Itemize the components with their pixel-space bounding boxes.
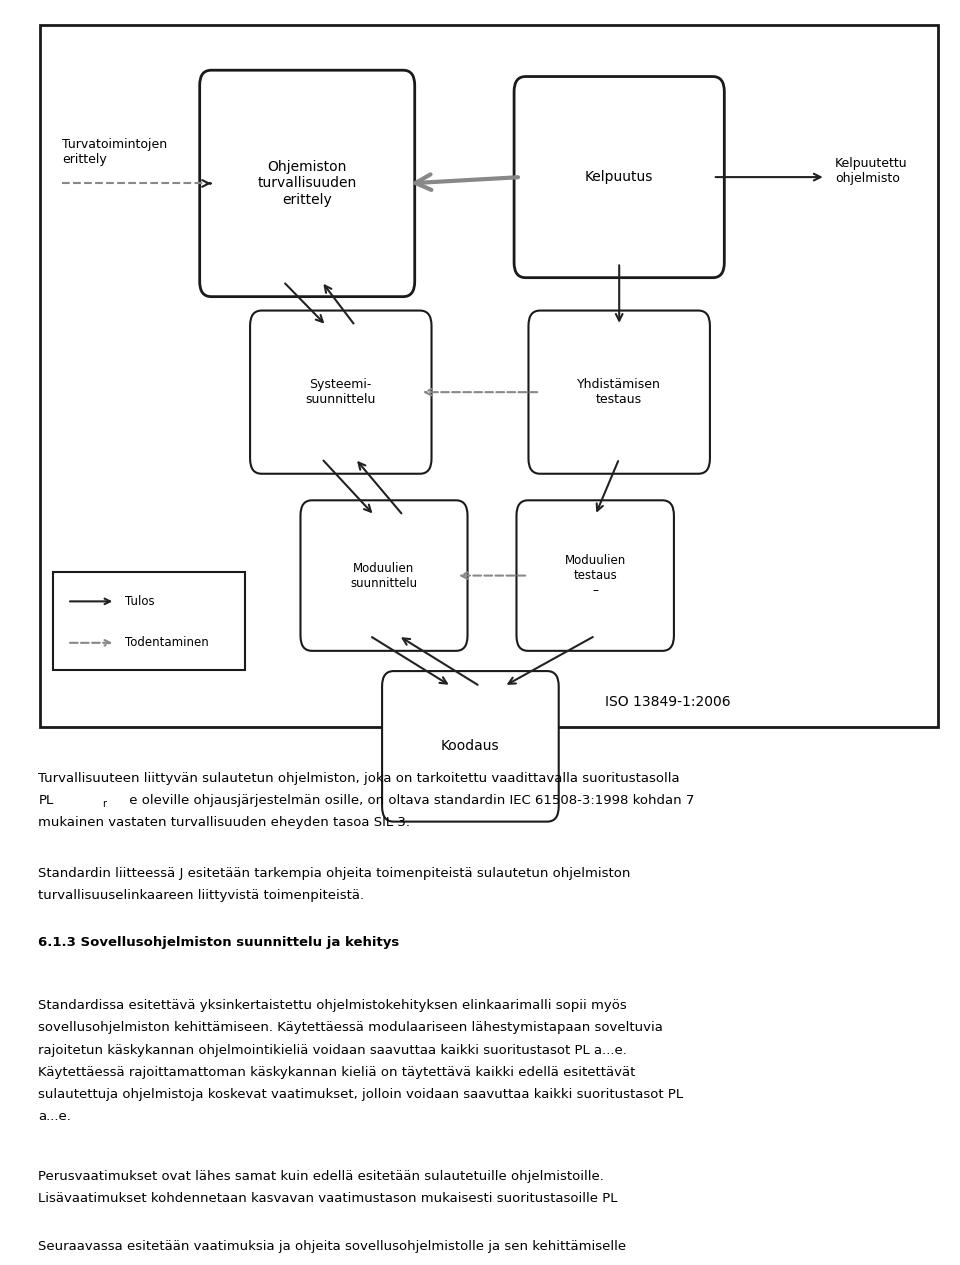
FancyBboxPatch shape xyxy=(300,500,468,650)
FancyBboxPatch shape xyxy=(528,311,710,474)
Text: Todentaminen: Todentaminen xyxy=(125,636,208,649)
Text: Tulos: Tulos xyxy=(125,595,155,608)
FancyBboxPatch shape xyxy=(40,25,938,727)
Text: Moduulien
testaus
–: Moduulien testaus – xyxy=(564,554,626,597)
Text: a...e.: a...e. xyxy=(38,1111,71,1123)
FancyBboxPatch shape xyxy=(382,670,559,822)
Text: PL: PL xyxy=(38,794,54,807)
Text: Moduulien
suunnittelu: Moduulien suunnittelu xyxy=(350,562,418,589)
Text: r: r xyxy=(102,799,106,808)
Text: Standardin liitteessä J esitetään tarkempia ohjeita toimenpiteistä sulautetun oh: Standardin liitteessä J esitetään tarkem… xyxy=(38,867,631,879)
FancyBboxPatch shape xyxy=(200,71,415,297)
Text: Käytettäessä rajoittamattoman käskykannan kieliä on täytettävä kaikki edellä esi: Käytettäessä rajoittamattoman käskykanna… xyxy=(38,1065,636,1079)
Text: Ohjemiston
turvallisuuden
erittely: Ohjemiston turvallisuuden erittely xyxy=(257,161,357,206)
FancyBboxPatch shape xyxy=(514,76,724,278)
Text: Lisävaatimukset kohdennetaan kasvavan vaatimustason mukaisesti suoritustasoille : Lisävaatimukset kohdennetaan kasvavan va… xyxy=(38,1192,618,1206)
Text: Yhdistämisen
testaus: Yhdistämisen testaus xyxy=(577,378,661,406)
FancyBboxPatch shape xyxy=(53,572,245,670)
Text: Seuraavassa esitetään vaatimuksia ja ohjeita sovellusohjelmistolle ja sen kehitt: Seuraavassa esitetään vaatimuksia ja ohj… xyxy=(38,1240,627,1252)
Text: Turvallisuuteen liittyvän sulautetun ohjelmiston, joka on tarkoitettu vaadittava: Turvallisuuteen liittyvän sulautetun ohj… xyxy=(38,772,680,784)
Text: Koodaus: Koodaus xyxy=(441,739,500,754)
Text: turvallisuuselinkaareen liittyvistä toimenpiteistä.: turvallisuuselinkaareen liittyvistä toim… xyxy=(38,888,365,902)
Text: mukainen vastaten turvallisuuden eheyden tasoa SIL 3.: mukainen vastaten turvallisuuden eheyden… xyxy=(38,816,411,829)
Text: sovellusohjelmiston kehittämiseen. Käytettäessä modulaariseen lähestymistapaan s: sovellusohjelmiston kehittämiseen. Käyte… xyxy=(38,1022,663,1035)
Text: ISO 13849-1:2006: ISO 13849-1:2006 xyxy=(605,694,731,710)
Text: Kelpuutettu
ohjelmisto: Kelpuutettu ohjelmisto xyxy=(835,157,908,185)
FancyBboxPatch shape xyxy=(250,311,431,474)
Text: Turvatoimintojen
erittely: Turvatoimintojen erittely xyxy=(62,138,168,166)
Text: rajoitetun käskykannan ohjelmointikieliä voidaan saavuttaa kaikki suoritustasot : rajoitetun käskykannan ohjelmointikieliä… xyxy=(38,1044,627,1056)
Text: sulautettuja ohjelmistoja koskevat vaatimukset, jolloin voidaan saavuttaa kaikki: sulautettuja ohjelmistoja koskevat vaati… xyxy=(38,1088,684,1101)
Text: Systeemi-
suunnittelu: Systeemi- suunnittelu xyxy=(305,378,376,406)
Text: Kelpuutus: Kelpuutus xyxy=(585,170,654,185)
Text: Standardissa esitettävä yksinkertaistettu ohjelmistokehityksen elinkaarimalli so: Standardissa esitettävä yksinkertaistett… xyxy=(38,999,627,1012)
Text: e oleville ohjausjärjestelmän osille, on oltava standardin IEC 61508-3:1998 kohd: e oleville ohjausjärjestelmän osille, on… xyxy=(125,794,695,807)
Text: Perusvaatimukset ovat lähes samat kuin edellä esitetään sulautetuille ohjelmisto: Perusvaatimukset ovat lähes samat kuin e… xyxy=(38,1170,604,1183)
FancyBboxPatch shape xyxy=(516,500,674,650)
Text: 6.1.3 Sovellusohjelmiston suunnittelu ja kehitys: 6.1.3 Sovellusohjelmiston suunnittelu ja… xyxy=(38,936,399,949)
